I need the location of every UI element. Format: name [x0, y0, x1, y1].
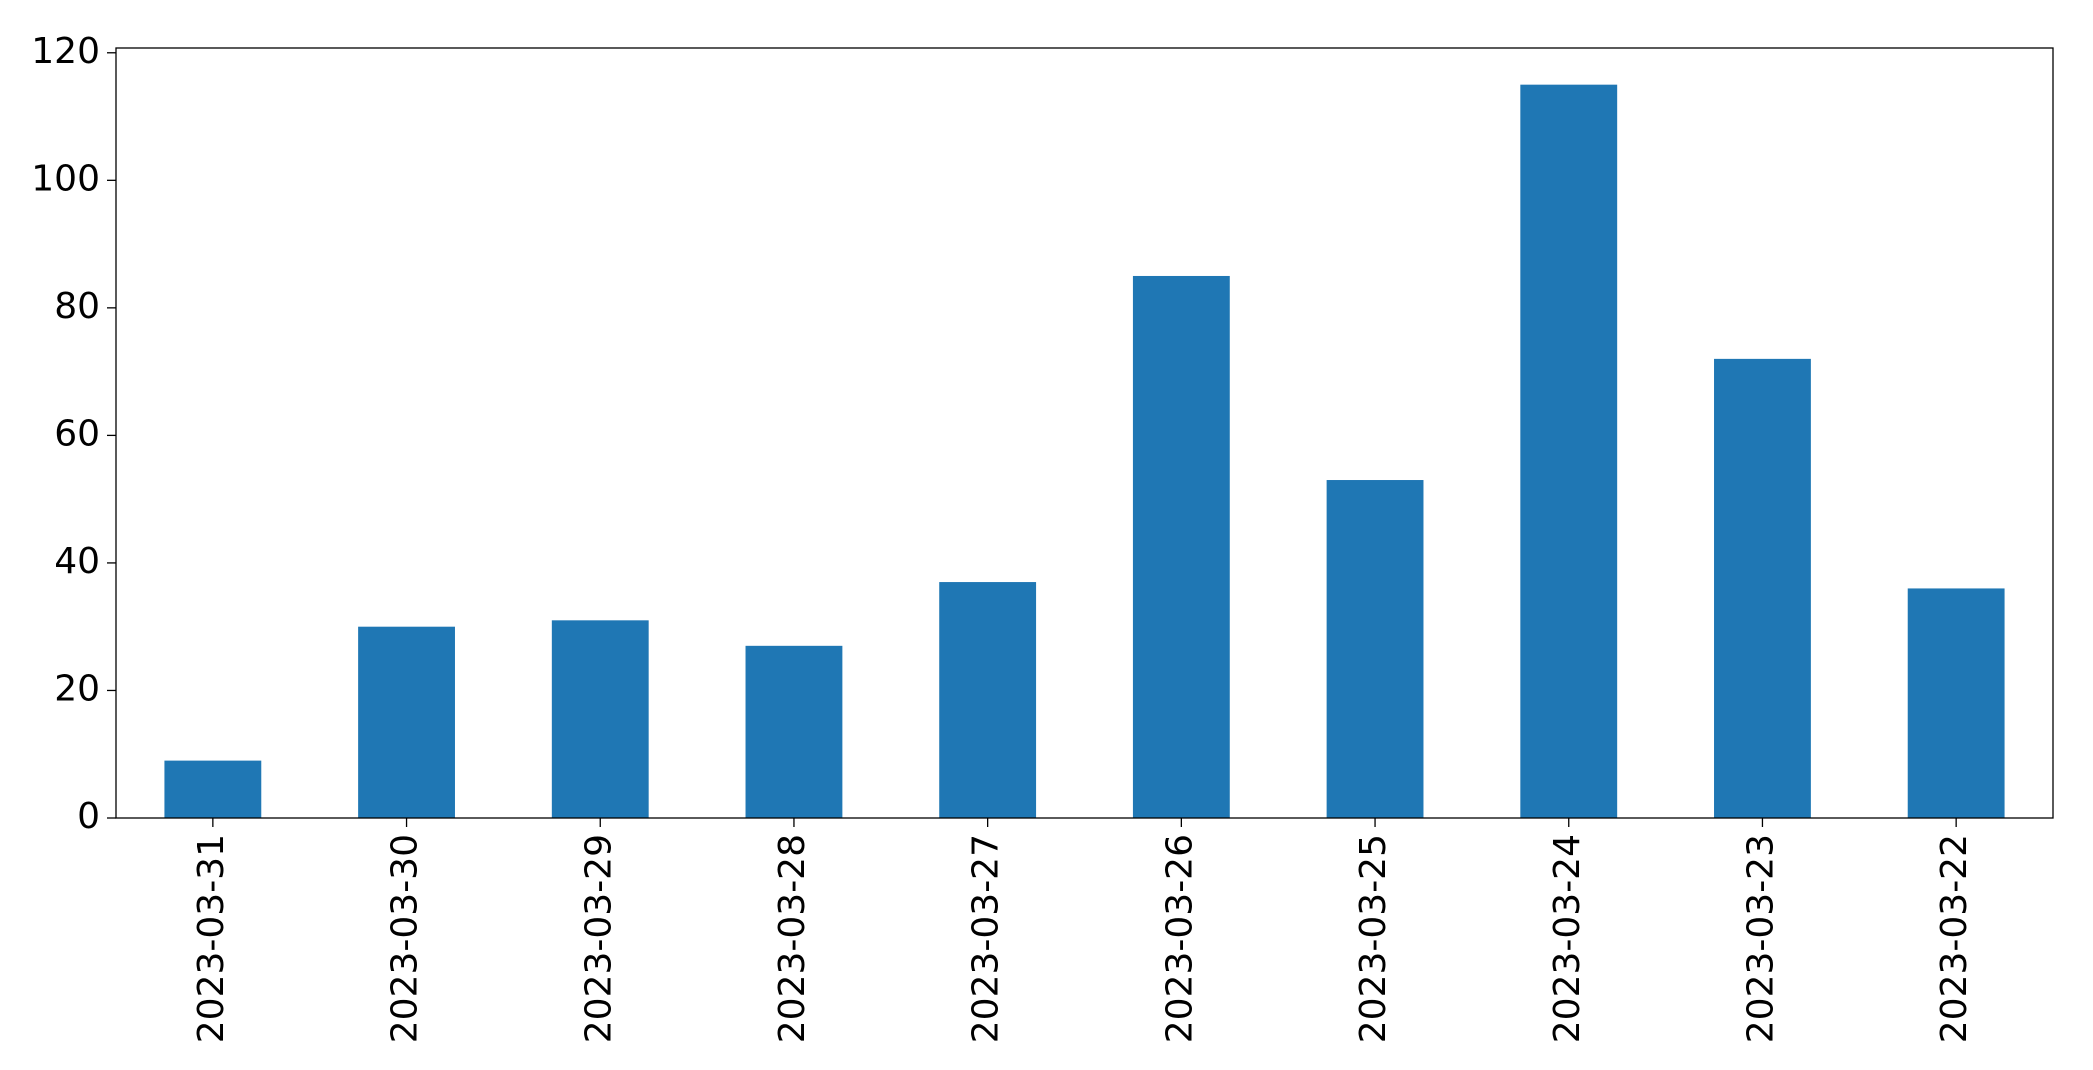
x-tick-label: 2023-03-22	[1934, 834, 1975, 1043]
bar	[745, 645, 843, 818]
y-tick-label: 0	[77, 796, 100, 837]
x-tick-label: 2023-03-25	[1353, 834, 1394, 1043]
bar	[1907, 588, 2005, 818]
y-tick-label: 120	[31, 31, 100, 72]
bar	[358, 626, 455, 818]
bar	[1714, 358, 1811, 818]
bar	[551, 620, 649, 818]
x-tick-label: 2023-03-28	[772, 834, 813, 1043]
y-tick-label: 60	[54, 413, 100, 454]
bar	[164, 760, 262, 818]
y-tick-label: 100	[31, 158, 100, 199]
bar	[939, 582, 1037, 818]
x-tick-label: 2023-03-31	[191, 834, 232, 1043]
x-tick-label: 2023-03-24	[1547, 834, 1588, 1043]
x-tick-label: 2023-03-23	[1740, 834, 1781, 1043]
bar	[1132, 275, 1230, 818]
x-tick-label: 2023-03-29	[578, 834, 619, 1043]
bar	[1520, 84, 1618, 818]
x-tick-label: 2023-03-27	[966, 834, 1007, 1043]
x-tick-label: 2023-03-26	[1159, 834, 1200, 1043]
plot-frame	[115, 47, 2054, 819]
x-tick-label: 2023-03-30	[385, 834, 426, 1043]
bar	[1326, 480, 1424, 818]
y-tick-label: 40	[54, 541, 100, 582]
y-tick-label: 20	[54, 668, 100, 709]
y-tick-label: 80	[54, 286, 100, 327]
